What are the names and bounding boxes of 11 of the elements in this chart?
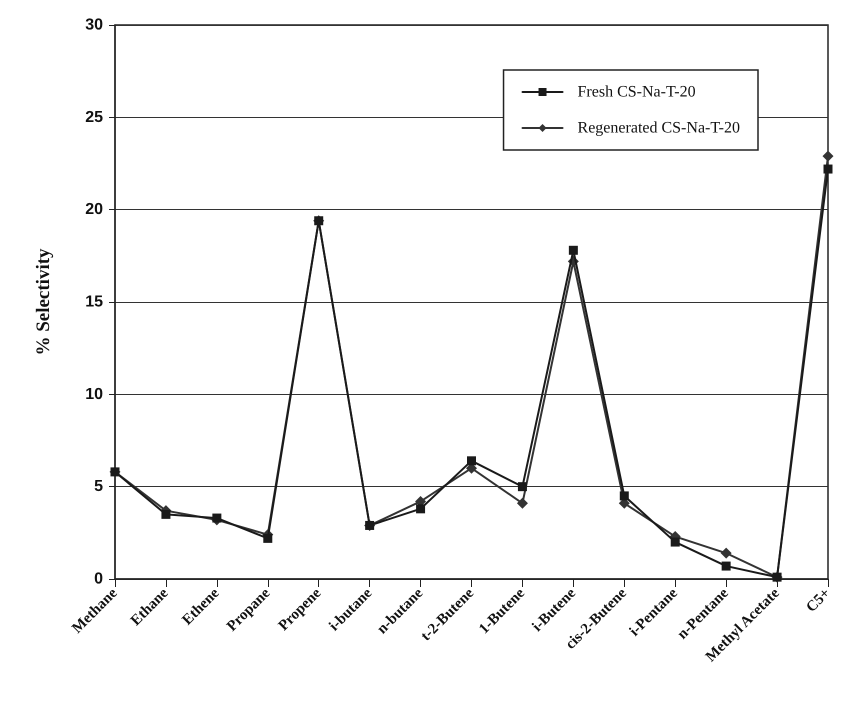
legend-label: Regenerated CS-Na-T-20 <box>578 120 740 136</box>
legend-label: Fresh CS-Na-T-20 <box>578 84 696 100</box>
y-tick-label: 0 <box>94 570 104 588</box>
y-axis-title: % Selectivity <box>33 248 54 356</box>
x-tick-label: C5+ <box>803 585 834 616</box>
y-tick-label: 25 <box>85 108 104 126</box>
y-tick-label: 10 <box>85 386 104 403</box>
y-tick-label: 5 <box>94 478 104 496</box>
y-tick-label: 30 <box>85 16 104 34</box>
y-tick-label: 20 <box>85 201 104 218</box>
y-tick-label: 15 <box>85 294 104 310</box>
